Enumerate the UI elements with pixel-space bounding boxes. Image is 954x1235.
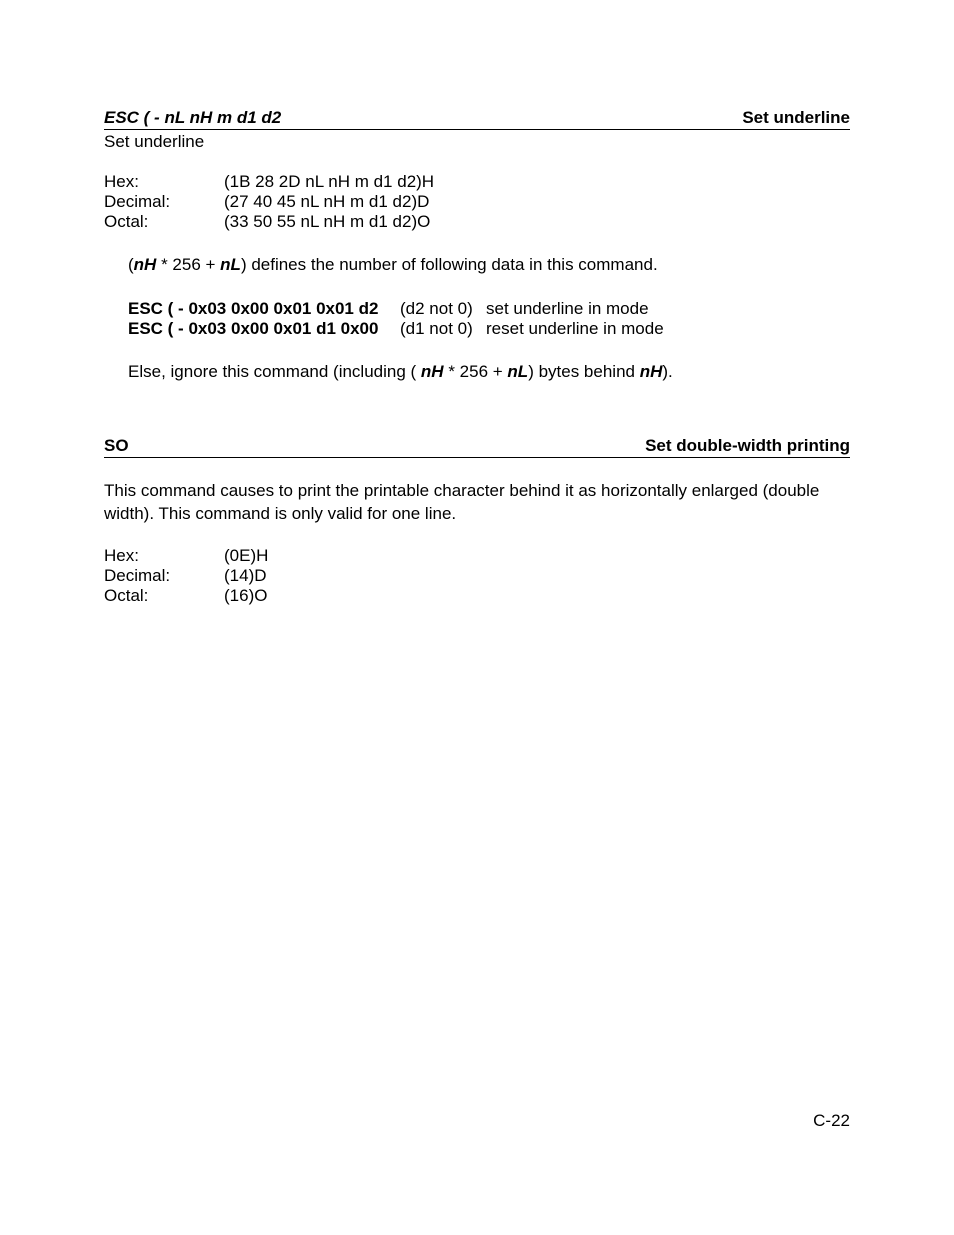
variable-nL: nL xyxy=(507,362,528,381)
encoding-table-2: Hex: (0E)H Decimal: (14)D Octal: (16)O xyxy=(104,546,850,606)
table-row: ESC ( - 0x03 0x00 0x01 0x01 d2 (d2 not 0… xyxy=(128,299,850,319)
mode-condition: (d2 not 0) xyxy=(400,299,486,319)
command-title-2: Set double-width printing xyxy=(645,436,850,456)
table-row: Decimal: (27 40 45 nL nH m d1 d2)D xyxy=(104,192,850,212)
text: * 256 + xyxy=(444,362,508,381)
variable-nL: nL xyxy=(220,255,241,274)
command-title-1: Set underline xyxy=(742,108,850,128)
decimal-label: Decimal: xyxy=(104,192,224,212)
command-name-2: SO xyxy=(104,436,129,456)
octal-label: Octal: xyxy=(104,212,224,232)
mode-description: set underline in mode xyxy=(486,299,649,319)
hex-label: Hex: xyxy=(104,546,224,566)
decimal-value: (27 40 45 nL nH m d1 d2)D xyxy=(224,192,429,212)
decimal-label: Decimal: xyxy=(104,566,224,586)
mode-description: reset underline in mode xyxy=(486,319,664,339)
command-header-2: SO Set double-width printing xyxy=(104,436,850,458)
section-2: SO Set double-width printing This comman… xyxy=(104,436,850,606)
hex-value: (1B 28 2D nL nH m d1 d2)H xyxy=(224,172,434,192)
text: ). xyxy=(662,362,672,381)
command-name-1: ESC ( - nL nH m d1 d2 xyxy=(104,108,281,128)
command-header-1: ESC ( - nL nH m d1 d2 Set underline xyxy=(104,108,850,130)
variable-nH: nH xyxy=(421,362,444,381)
variable-nH: nH xyxy=(640,362,663,381)
table-row: Hex: (1B 28 2D nL nH m d1 d2)H xyxy=(104,172,850,192)
octal-label: Octal: xyxy=(104,586,224,606)
octal-value: (16)O xyxy=(224,586,267,606)
mode-table: ESC ( - 0x03 0x00 0x01 0x01 d2 (d2 not 0… xyxy=(128,299,850,339)
command-subtitle-1: Set underline xyxy=(104,132,850,152)
hex-label: Hex: xyxy=(104,172,224,192)
paragraph: This command causes to print the printab… xyxy=(104,480,850,526)
encoding-table-1: Hex: (1B 28 2D nL nH m d1 d2)H Decimal: … xyxy=(104,172,850,232)
mode-command: ESC ( - 0x03 0x00 0x01 d1 0x00 xyxy=(128,319,400,339)
decimal-value: (14)D xyxy=(224,566,267,586)
mode-command: ESC ( - 0x03 0x00 0x01 0x01 d2 xyxy=(128,299,400,319)
table-row: Octal: (16)O xyxy=(104,586,850,606)
paragraph: (nH * 256 + nL) defines the number of fo… xyxy=(128,254,850,277)
text: ) defines the number of following data i… xyxy=(241,255,658,274)
text: ) bytes behind xyxy=(528,362,640,381)
table-row: Hex: (0E)H xyxy=(104,546,850,566)
paragraph: Else, ignore this command (including ( n… xyxy=(128,361,850,384)
octal-value: (33 50 55 nL nH m d1 d2)O xyxy=(224,212,430,232)
hex-value: (0E)H xyxy=(224,546,268,566)
variable-nH: nH xyxy=(134,255,157,274)
text: Else, ignore this command (including ( xyxy=(128,362,421,381)
mode-condition: (d1 not 0) xyxy=(400,319,486,339)
page-number: C-22 xyxy=(813,1111,850,1131)
table-row: Decimal: (14)D xyxy=(104,566,850,586)
page: ESC ( - nL nH m d1 d2 Set underline Set … xyxy=(0,0,954,1235)
table-row: ESC ( - 0x03 0x00 0x01 d1 0x00 (d1 not 0… xyxy=(128,319,850,339)
text: * 256 + xyxy=(156,255,220,274)
table-row: Octal: (33 50 55 nL nH m d1 d2)O xyxy=(104,212,850,232)
